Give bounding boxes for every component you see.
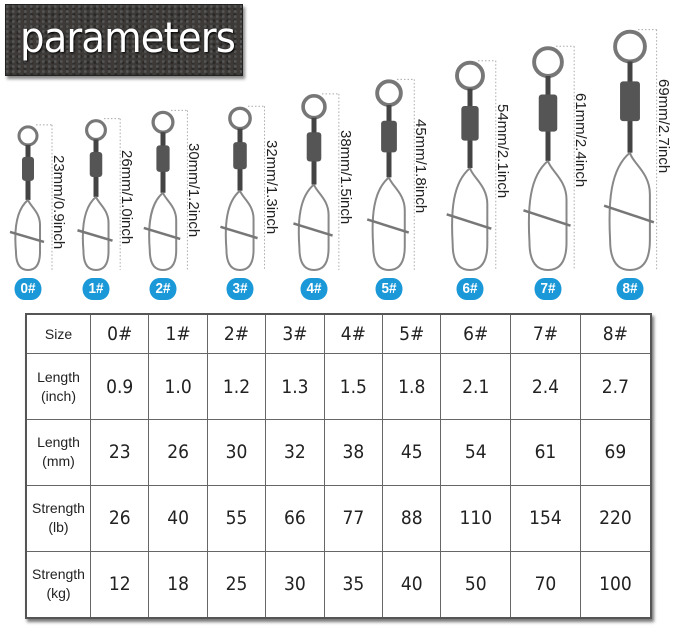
table-cell: 1.5 [323, 353, 384, 421]
table-cell: 1.2 [206, 353, 267, 421]
dimension-label: 54mm/2.1inch [493, 104, 511, 199]
dimension-label: 45mm/1.8inch [412, 118, 430, 213]
table-row: Size 0# 1# 2# 3# 4# 5# 6# 7# 8# [25, 313, 652, 355]
table-cell: 220 [579, 484, 652, 552]
table-cell: 3# [265, 313, 325, 355]
dimension-label: 38mm/1.5inch [336, 130, 354, 225]
table-cell: 54 [440, 419, 512, 486]
table-cell: 50 [440, 550, 512, 619]
table-cell: 77 [323, 484, 384, 552]
spec-table: Size 0# 1# 2# 3# 4# 5# 6# 7# 8# Length (inch) 0.9 1.0… [25, 313, 652, 619]
swivel-snap-0# [9, 125, 45, 272]
swivel-snap-3# [220, 106, 258, 272]
size-badge: 6# [456, 278, 484, 300]
table-cell: 1# [148, 313, 208, 355]
table-cell: 100 [579, 550, 652, 619]
table-row: Strength (kg) 12 18 25 30 35 40 50 70 100 [25, 550, 652, 619]
swivel-snap-4# [293, 94, 333, 272]
table-cell: 2.4 [510, 353, 581, 421]
table-cell: 23 [89, 419, 150, 486]
swivel-illustrations [9, 29, 658, 272]
size-badge: 0# [14, 278, 42, 300]
table-row: Strength (lb) 26 40 55 66 77 88 110 154 220 [25, 484, 652, 552]
size-badge: 5# [375, 278, 403, 300]
swivel-snap-5# [366, 79, 410, 272]
dimension-label: 30mm/1.2inch [185, 143, 203, 238]
table-cell: 30 [206, 419, 267, 486]
row-header: Size [25, 313, 91, 355]
table-cell: 26 [89, 484, 150, 552]
table-cell: 110 [440, 484, 512, 552]
size-badge: 2# [149, 278, 177, 300]
table-cell: 1.3 [265, 353, 325, 421]
table-cell: 70 [510, 550, 581, 619]
table-cell: 55 [206, 484, 267, 552]
row-header: Strength (lb) [25, 484, 91, 552]
size-badge: 8# [616, 278, 644, 300]
table-cell: 26 [148, 419, 208, 486]
table-cell: 7# [510, 313, 581, 355]
table-cell: 69 [579, 419, 652, 486]
title: parameters [20, 13, 236, 62]
table-cell: 4# [323, 313, 384, 355]
table-row: Length (inch) 0.9 1.0 1.2 1.3 1.5 1.8 2.1 2.4 2.7 [25, 353, 652, 421]
table-cell: 32 [265, 419, 325, 486]
table-cell: 40 [148, 484, 208, 552]
title-banner: parameters [5, 4, 243, 76]
dimension-label: 26mm/1.0inch [118, 149, 136, 245]
table-cell: 40 [382, 550, 442, 619]
dimension-label: 61mm/2.4inch [572, 92, 590, 187]
swivel-snap-1# [77, 119, 113, 272]
table-cell: 2# [206, 313, 267, 355]
swivel-snap-8# [603, 29, 655, 272]
dimension-label: 32mm/1.3inch [262, 140, 280, 235]
table-cell: 30 [265, 550, 325, 619]
table-cell: 18 [148, 550, 208, 619]
table-cell: 25 [206, 550, 267, 619]
row-header: Length (mm) [25, 419, 91, 486]
size-badge: 7# [534, 278, 562, 300]
table-cell: 61 [510, 419, 581, 486]
size-badge: 3# [226, 278, 254, 300]
row-header: Strength (kg) [25, 550, 91, 619]
table-cell: 1.8 [382, 353, 442, 421]
table-cell: 1.0 [148, 353, 208, 421]
swivel-snap-2# [143, 110, 181, 272]
table-cell: 38 [323, 419, 384, 486]
table-cell: 2.7 [579, 353, 652, 421]
swivel-snap-7# [523, 46, 571, 272]
table-cell: 2.1 [440, 353, 512, 421]
size-badge: 4# [300, 278, 328, 300]
dimension-label: 69mm/2.7inch [654, 79, 672, 174]
table-cell: 6# [440, 313, 512, 355]
table-cell: 0.9 [89, 353, 150, 421]
table-row: Length (mm) 23 26 30 32 38 45 54 61 69 [25, 419, 652, 486]
size-badge: 1# [82, 278, 110, 300]
table-cell: 12 [89, 550, 150, 619]
swivel-snap-6# [446, 60, 492, 272]
table-cell: 8# [579, 313, 652, 355]
dimension-label: 23mm/0.9inch [50, 154, 67, 250]
table-cell: 35 [323, 550, 384, 619]
table-cell: 5# [382, 313, 442, 355]
table-cell: 66 [265, 484, 325, 552]
table-cell: 0# [89, 313, 150, 355]
table-cell: 45 [382, 419, 442, 486]
row-header: Length (inch) [25, 353, 91, 421]
table-cell: 154 [510, 484, 581, 552]
table-cell: 88 [382, 484, 442, 552]
